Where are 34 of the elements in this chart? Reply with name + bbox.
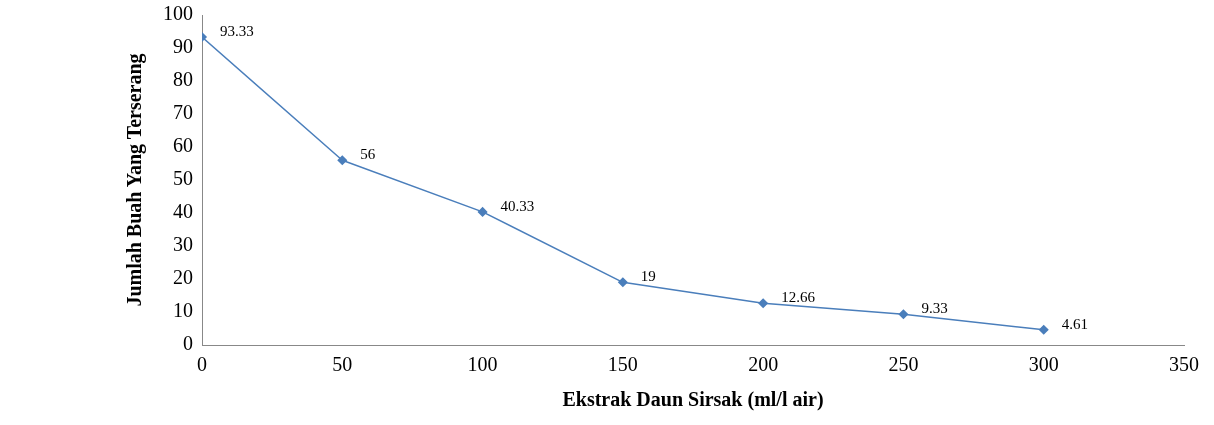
x-axis-title: Ekstrak Daun Sirsak (ml/l air) bbox=[562, 388, 824, 412]
y-tick-label: 60 bbox=[173, 134, 193, 157]
y-tick-label: 100 bbox=[163, 2, 193, 25]
x-tick-label: 200 bbox=[748, 353, 779, 376]
x-tick-label: 100 bbox=[467, 353, 498, 376]
data-label: 56 bbox=[360, 146, 376, 163]
x-tick-label: 350 bbox=[1169, 353, 1199, 376]
y-tick-label: 70 bbox=[173, 101, 193, 124]
x-tick-label: 50 bbox=[332, 353, 353, 376]
data-label: 19 bbox=[640, 268, 656, 285]
data-label: 4.61 bbox=[1061, 315, 1088, 332]
point bbox=[618, 277, 628, 288]
point bbox=[758, 298, 768, 308]
x-tick-label: 300 bbox=[1028, 353, 1059, 376]
x-tick-label: 150 bbox=[607, 353, 638, 376]
data-label: 9.33 bbox=[921, 300, 948, 317]
data-label: 40.33 bbox=[500, 197, 535, 214]
y-tick-label: 40 bbox=[173, 200, 193, 223]
y-tick-label: 20 bbox=[173, 266, 193, 289]
y-axis-title: Jumlah Buah Yang Terserang bbox=[123, 53, 147, 307]
data-label: 93.33 bbox=[220, 22, 254, 39]
y-tick-label: 30 bbox=[173, 233, 193, 256]
y-tick-label: 10 bbox=[173, 299, 193, 322]
x-tick-label: 0 bbox=[197, 353, 207, 376]
x-tick-label: 250 bbox=[888, 353, 919, 376]
point bbox=[1038, 325, 1049, 335]
y-tick-label: 50 bbox=[173, 167, 193, 190]
data-label: 12.66 bbox=[781, 289, 816, 306]
y-tick-label: 90 bbox=[173, 35, 193, 58]
point bbox=[477, 207, 488, 217]
y-tick-label: 0 bbox=[183, 332, 193, 355]
y-tick-label: 80 bbox=[173, 68, 193, 91]
point bbox=[337, 155, 348, 165]
point bbox=[898, 309, 909, 319]
